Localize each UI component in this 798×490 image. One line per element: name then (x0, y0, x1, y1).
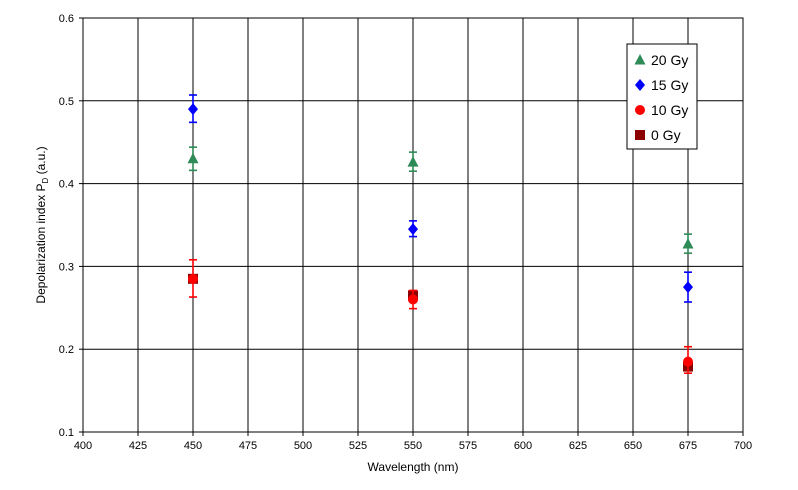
y-tick-label: 0.2 (59, 344, 74, 356)
x-tick-label: 425 (129, 440, 147, 452)
x-axis-title: Wavelength (nm) (368, 460, 459, 474)
legend: 20 Gy 15 Gy 10 Gy 0 Gy (626, 43, 698, 150)
legend-label: 10 Gy (651, 102, 688, 118)
data-point (188, 273, 198, 284)
x-tick-label: 650 (624, 440, 642, 452)
legend-marker (635, 105, 645, 115)
data-point (683, 281, 693, 294)
y-tick-label: 0.6 (59, 13, 74, 25)
series-15-gy (188, 94, 693, 303)
legend-label: 0 Gy (651, 127, 681, 143)
y-tick-label: 0.4 (59, 179, 74, 191)
legend-label: 20 Gy (651, 52, 688, 68)
y-tick-label: 0.5 (59, 96, 74, 108)
legend-marker (635, 130, 645, 140)
y-axis-title: Depolarization index PD (a.u.) (34, 146, 50, 303)
x-tick-label: 400 (74, 440, 92, 452)
x-tick-label: 675 (679, 440, 697, 452)
x-tick-label: 600 (514, 440, 532, 452)
x-tick-label: 525 (349, 440, 367, 452)
data-point (188, 103, 198, 116)
plot-frame (82, 17, 744, 433)
x-tick-label: 625 (569, 440, 587, 452)
x-tick-label: 550 (404, 440, 422, 452)
legend-marker (634, 54, 646, 65)
tick-labels: 400 425 450 475 500 525 550 575 600 625 650 675 700 0… (59, 13, 752, 452)
legend-marker (635, 79, 645, 91)
x-tick-label: 475 (239, 440, 257, 452)
x-tick-label: 700 (734, 440, 752, 452)
x-tick-label: 500 (294, 440, 312, 452)
y-axis-title-main: Depolarization index P (34, 184, 48, 304)
data-marks (187, 94, 694, 375)
data-point (682, 238, 694, 249)
x-tick-label: 450 (184, 440, 202, 452)
y-axis-title-unit: (a.u.) (34, 146, 48, 177)
data-point (683, 356, 693, 367)
series-20-gy (187, 146, 694, 254)
y-tick-label: 0.3 (59, 261, 74, 273)
y-tick-label: 0.1 (59, 427, 74, 439)
data-point (408, 294, 418, 305)
data-point (408, 223, 418, 236)
data-point (407, 156, 419, 167)
series-10-gy (188, 258, 693, 375)
data-point (187, 152, 199, 164)
legend-label: 15 Gy (651, 77, 688, 93)
y-axis-title-subscript: D (41, 178, 50, 184)
x-tick-label: 575 (459, 440, 477, 452)
